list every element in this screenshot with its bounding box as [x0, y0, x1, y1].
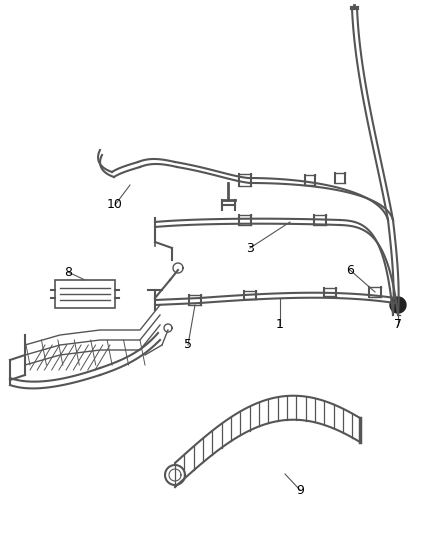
Text: 7: 7: [394, 319, 402, 332]
Text: 6: 6: [346, 263, 354, 277]
Text: 10: 10: [107, 198, 123, 212]
Text: 3: 3: [246, 241, 254, 254]
Text: 9: 9: [296, 483, 304, 497]
Text: 1: 1: [276, 319, 284, 332]
Bar: [55, 280, 115, 308]
Text: 5: 5: [184, 338, 192, 351]
Text: 8: 8: [64, 265, 72, 279]
Polygon shape: [390, 297, 406, 313]
